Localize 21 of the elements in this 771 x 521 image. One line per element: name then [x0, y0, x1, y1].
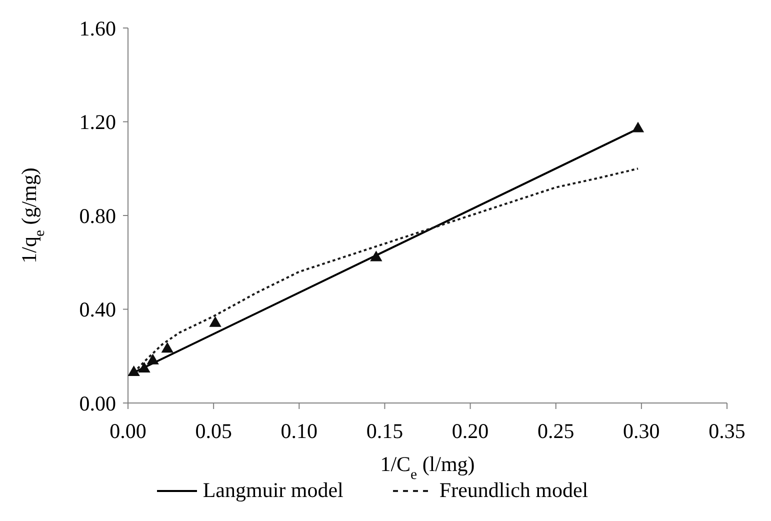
x-tick-label: 0.35	[708, 418, 746, 443]
x-tick-label: 0.00	[110, 418, 146, 443]
y-tick-label: 0.40	[79, 298, 116, 322]
point	[146, 354, 159, 364]
y-tick-label: 1.20	[79, 110, 116, 134]
point	[138, 362, 150, 373]
legend-label: Langmuir model	[202, 478, 344, 503]
point	[370, 250, 382, 262]
point	[128, 366, 140, 376]
point	[161, 342, 174, 353]
point	[209, 316, 222, 327]
x-tick-label: 0.15	[366, 418, 404, 443]
x-tick-label: 0.20	[452, 418, 489, 443]
y-tick-label: 1.60	[79, 16, 116, 40]
x-tick-label: 0.10	[280, 418, 318, 443]
x-tick-label: 0.25	[537, 418, 574, 443]
x-tick-label: 0.05	[195, 418, 232, 443]
point	[632, 122, 644, 132]
y-tick-label: 0.00	[79, 391, 116, 416]
y-tick-label: 0.80	[79, 204, 116, 228]
x-tick-label: 0.30	[623, 418, 660, 443]
